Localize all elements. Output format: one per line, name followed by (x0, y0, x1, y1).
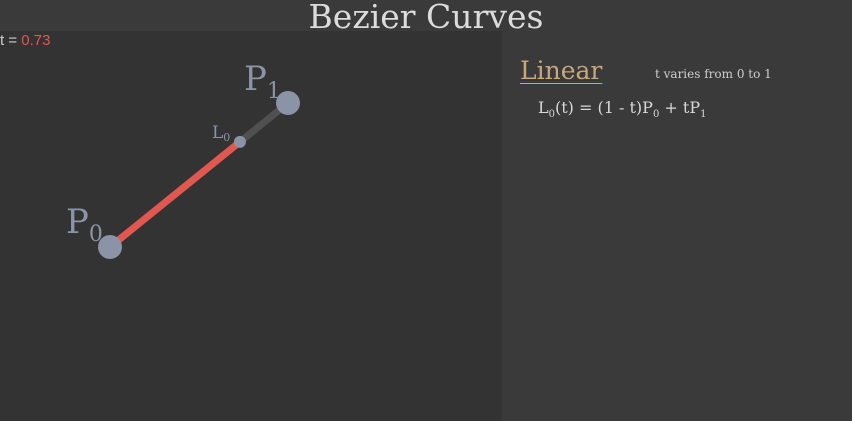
point-p0[interactable] (98, 235, 122, 259)
formula-lhs-var: L (538, 98, 549, 117)
point-l0 (233, 135, 246, 148)
section-title: Linear (520, 56, 603, 85)
label-p1: P1 (244, 59, 281, 104)
t-range-note: t varies from 0 to 1 (655, 67, 772, 81)
label-l0: L0 (212, 123, 230, 144)
t-readout-value: 0.73 (21, 32, 51, 49)
explanation-panel (502, 31, 852, 421)
label-p0-sub: 0 (89, 222, 103, 247)
label-l0-letter: L (212, 123, 223, 143)
formula-lhs-sub: 0 (548, 109, 555, 121)
t-readout: t = 0.73 (0, 32, 50, 49)
segment-traced (106, 138, 244, 251)
formula-lhs-arg: (t) = (1 - t)P (555, 98, 653, 117)
page-title: Bezier Curves (308, 0, 544, 36)
formula-p1-sub: 1 (700, 109, 707, 121)
label-p0: P0 (66, 202, 103, 247)
canvas-panel (0, 31, 502, 421)
label-l0-sub: 0 (223, 131, 230, 144)
linear-formula: L0(t) = (1 - t)P0 + tP1 (538, 98, 706, 120)
label-p1-letter: P (244, 59, 267, 99)
formula-p0-sub: 0 (652, 109, 660, 121)
label-p0-letter: P (66, 202, 89, 242)
point-p1[interactable] (276, 91, 300, 115)
t-readout-label: t = (0, 32, 22, 49)
label-p1-sub: 1 (267, 79, 281, 104)
formula-mid: + tP (659, 98, 701, 117)
